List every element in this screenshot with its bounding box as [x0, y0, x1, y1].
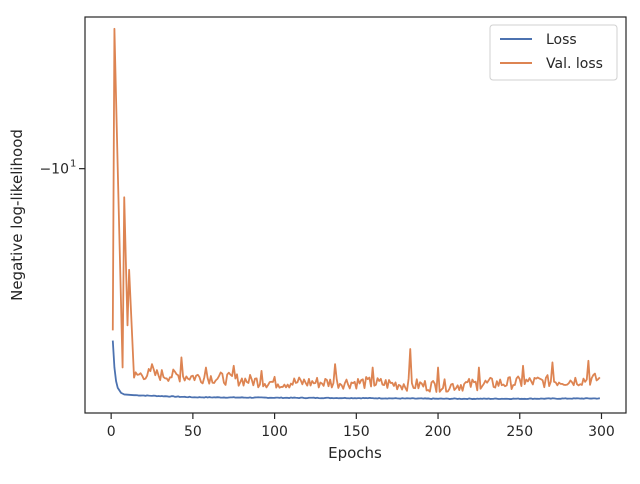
legend: Loss Val. loss — [489, 24, 618, 81]
x-tick-label: 250 — [506, 424, 533, 440]
legend-label-val-loss: Val. loss — [546, 56, 603, 72]
y-tick-exponent: 1 — [70, 159, 76, 170]
y-tick-label: −10 — [39, 162, 69, 178]
series-line-loss — [111, 340, 601, 400]
x-tick-label: 300 — [588, 424, 615, 440]
legend-label-loss: Loss — [546, 32, 577, 48]
x-tick-label: 100 — [261, 424, 288, 440]
plot-area — [84, 16, 627, 414]
x-tick-label: 50 — [184, 424, 202, 440]
x-tick-label: 200 — [425, 424, 452, 440]
y-axis-label: Negative log-likelihood — [8, 129, 26, 301]
series-line-val-loss — [111, 27, 601, 393]
x-tick-label: 0 — [107, 424, 116, 440]
x-tick-label: 150 — [343, 424, 370, 440]
x-axis-label: Epochs — [328, 444, 382, 462]
y-axis: −10 1 — [39, 159, 85, 178]
x-axis: 0 50 100 150 200 250 300 — [107, 413, 615, 440]
series-layer — [111, 27, 601, 400]
